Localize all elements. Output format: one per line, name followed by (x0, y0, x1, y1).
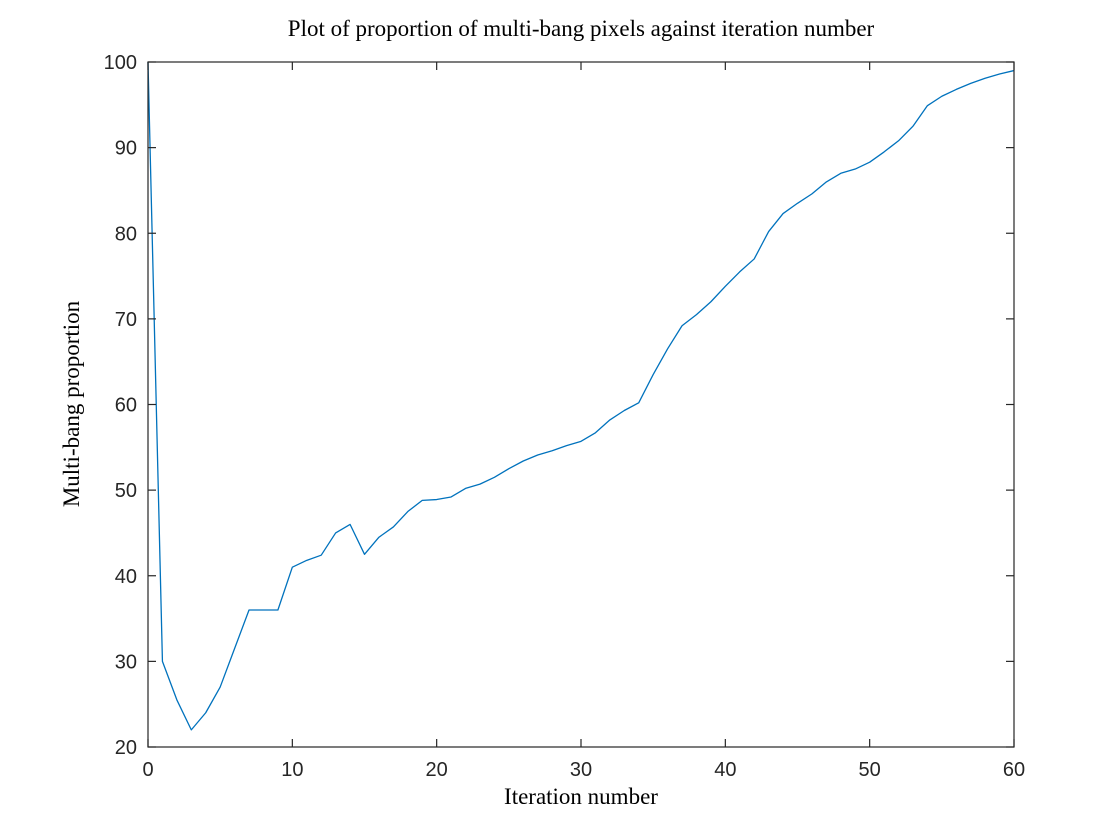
x-tick-label: 50 (859, 759, 881, 781)
x-tick-label: 40 (714, 759, 736, 781)
x-tick-label: 0 (142, 759, 153, 781)
y-tick-label: 30 (115, 651, 137, 673)
y-tick-label: 20 (115, 737, 137, 759)
y-tick-label: 60 (115, 395, 137, 417)
x-axis-label: Iteration number (504, 784, 658, 809)
y-tick-label: 100 (104, 52, 137, 74)
plot-box (147, 61, 1015, 748)
y-tick-label: 50 (115, 480, 137, 502)
x-tick-label: 30 (570, 759, 592, 781)
data-line (147, 61, 1015, 731)
y-tick-label: 40 (115, 566, 137, 588)
y-axis-label: Multi-bang proportion (59, 300, 84, 508)
y-tick-label: 80 (115, 223, 137, 245)
chart-title: Plot of proportion of multi-bang pixels … (287, 16, 875, 41)
x-tick-label: 60 (1003, 759, 1025, 781)
y-tick-label: 70 (115, 309, 137, 331)
x-tick-label: 10 (281, 759, 303, 781)
x-tick-label: 20 (426, 759, 448, 781)
y-tick-label: 90 (115, 138, 137, 160)
